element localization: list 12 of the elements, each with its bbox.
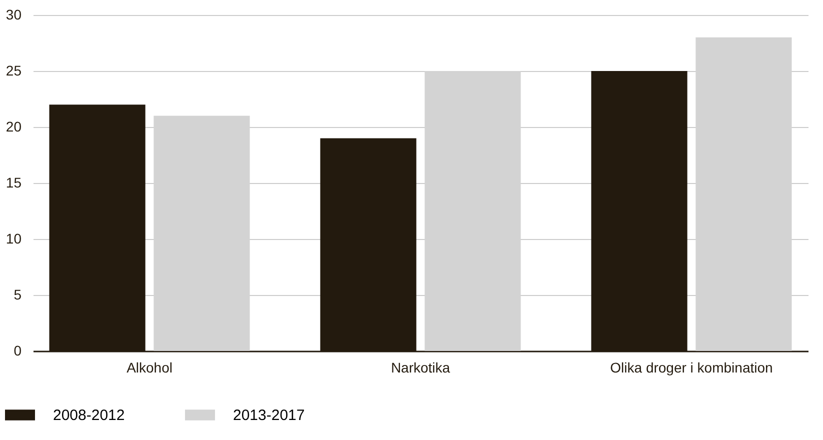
y-tick-label: 0	[14, 342, 22, 358]
legend-label: 2013-2017	[233, 407, 305, 424]
y-tick-label: 15	[6, 174, 22, 190]
x-tick-label: Olika droger i kombination	[610, 360, 773, 376]
y-tick-label: 10	[6, 230, 22, 246]
legend-label: 2008-2012	[53, 407, 125, 424]
y-tick-label: 25	[6, 62, 22, 78]
y-tick-label: 5	[14, 286, 22, 302]
x-tick-label: Alkohol	[126, 360, 172, 376]
y-tick-label: 20	[6, 118, 22, 134]
y-tick-label: 30	[6, 6, 22, 22]
x-tick-label: Narkotika	[390, 360, 450, 376]
